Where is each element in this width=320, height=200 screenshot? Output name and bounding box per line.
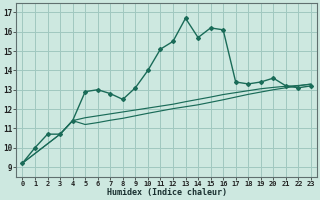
X-axis label: Humidex (Indice chaleur): Humidex (Indice chaleur) xyxy=(107,188,227,197)
